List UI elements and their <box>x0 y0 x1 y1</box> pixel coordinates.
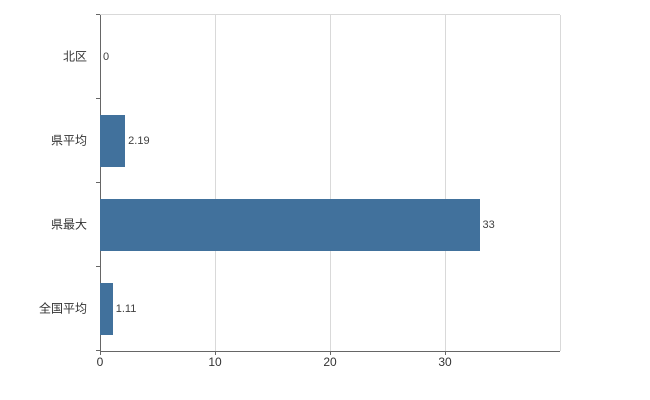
category-axis-tick <box>96 182 100 183</box>
category-label: 県最大 <box>50 217 87 232</box>
value-label: 33 <box>482 219 495 231</box>
gridline <box>445 15 446 351</box>
gridline <box>215 15 216 351</box>
category-axis-tick <box>96 266 100 267</box>
x-axis-tick <box>445 351 446 355</box>
category-axis-tick <box>96 350 100 351</box>
category-axis-tick <box>96 98 100 99</box>
category-label: 県平均 <box>50 133 87 148</box>
bar <box>100 283 113 335</box>
gridline <box>560 15 561 351</box>
value-axis-labels: 0 10 20 30 <box>96 355 560 375</box>
gridline <box>330 15 331 351</box>
x-tick-label: 0 <box>96 355 104 369</box>
category-axis-line <box>100 14 101 351</box>
value-label: 1.11 <box>115 303 137 315</box>
category-axis-labels: 北区県平均県最大全国平均 <box>0 14 93 350</box>
value-label: 2.19 <box>128 135 150 147</box>
category-label: 北区 <box>62 49 87 64</box>
x-axis-tick <box>215 351 216 355</box>
x-tick-label: 20 <box>323 355 337 369</box>
bar <box>100 199 480 251</box>
x-tick-label: 10 <box>208 355 222 369</box>
x-tick-label: 30 <box>438 355 452 369</box>
value-label: 0 <box>103 51 110 63</box>
category-axis-tick <box>96 14 100 15</box>
category-label: 全国平均 <box>38 301 87 316</box>
x-axis-tick <box>100 351 101 355</box>
plot-area: 0 2.19 33 1.11 <box>100 14 561 352</box>
x-axis-tick <box>330 351 331 355</box>
bar <box>100 115 126 167</box>
